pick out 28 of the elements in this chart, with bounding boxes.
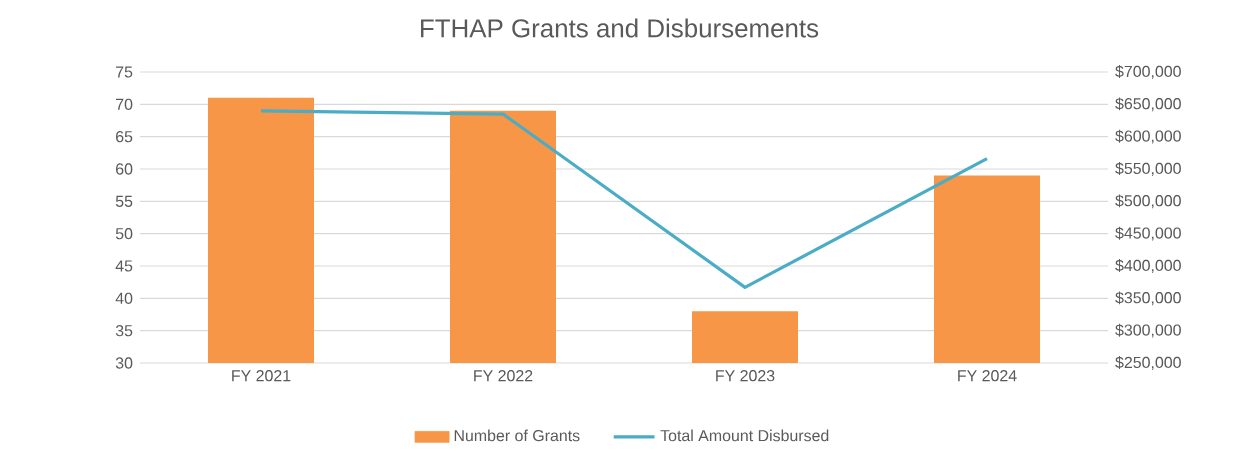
y2-tick-label: $400,000	[1115, 259, 1181, 273]
y-tick-label: 30	[115, 357, 133, 369]
y2-tick-label: $650,000	[1115, 97, 1181, 112]
y-tick-label: 75	[116, 66, 133, 78]
x-tick-label: FY 2024	[958, 370, 1017, 382]
y2-tick-label: $600,000	[1115, 129, 1181, 144]
y-tick-label: 40	[115, 292, 133, 304]
y2-tick-label: $500,000	[1115, 194, 1181, 209]
y2-tick-label: $700,000	[1115, 65, 1181, 79]
y2-tick-label: $250,000	[1115, 356, 1181, 370]
legend-label: Number of Grants	[454, 429, 580, 442]
x-tick-label: FY 2023	[716, 370, 775, 382]
y2-tick-label: $450,000	[1115, 226, 1181, 241]
y-tick-label: 35	[115, 325, 133, 337]
chart-title: FTHAP Grants and Disbursements	[421, 18, 819, 38]
y-tick-label: 60	[116, 163, 133, 175]
y2-tick-label: $550,000	[1115, 162, 1181, 176]
y-tick-label: 45	[115, 260, 133, 272]
y-tick-label: 65	[116, 131, 133, 143]
legend-label: Total Amount Disbursed	[660, 429, 829, 442]
y2-tick-label: $350,000	[1115, 291, 1181, 306]
x-tick-label: FY 2022	[474, 370, 533, 382]
x-tick-label: FY 2021	[232, 370, 291, 382]
y-tick-label: 70	[116, 98, 133, 110]
line-series	[259, 109, 989, 289]
y2-tick-label: $300,000	[1115, 323, 1181, 338]
y-tick-label: 55	[115, 195, 133, 207]
y-tick-label: 50	[115, 228, 133, 240]
